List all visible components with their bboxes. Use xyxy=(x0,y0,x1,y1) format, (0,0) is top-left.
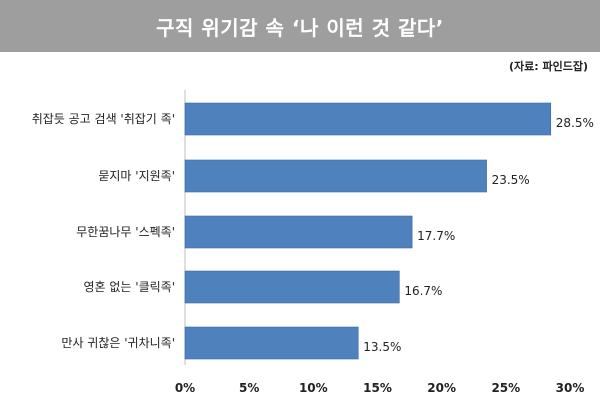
bar xyxy=(184,102,552,136)
x-tick-label: 20% xyxy=(427,381,456,395)
category-label: 취잡듯 공고 검색 '취잡기 족' xyxy=(32,112,175,126)
x-tick-label: 5% xyxy=(239,381,259,395)
x-tick-label: 10% xyxy=(299,381,328,395)
category-label: 만사 귀찮은 '귀차니족' xyxy=(61,336,175,350)
chart-labels: 취잡듯 공고 검색 '취잡기 족' 28.5% 묻지마 '지원족' 23.5% 무한꿈나… xyxy=(32,112,594,354)
category-label: 무한꿈나무 '스펙족' xyxy=(76,225,175,239)
x-tick-label: 15% xyxy=(363,381,392,395)
chart-axes: 0% 5% 10% 15% 20% 25% 30% xyxy=(175,90,585,395)
bar xyxy=(184,215,413,249)
bar xyxy=(184,326,359,360)
value-label: 17.7% xyxy=(417,229,455,243)
value-label: 23.5% xyxy=(492,173,530,187)
category-label: 묻지마 '지원족' xyxy=(98,169,175,183)
x-tick-label: 0% xyxy=(175,381,195,395)
value-label: 28.5% xyxy=(556,116,594,130)
bar xyxy=(184,270,400,304)
bar xyxy=(184,159,487,193)
x-tick-label: 30% xyxy=(556,381,585,395)
category-label: 영혼 없는 '클릭족' xyxy=(83,280,175,294)
title-bar: 구직 위기감 속 ‘나 이런 것 같다’ xyxy=(0,0,600,52)
value-label: 16.7% xyxy=(404,284,442,298)
chart-title: 구직 위기감 속 ‘나 이런 것 같다’ xyxy=(156,15,444,40)
chart-bars xyxy=(184,102,552,360)
value-label: 13.5% xyxy=(363,340,401,354)
source-note: (자료: 파인드잡) xyxy=(508,60,588,73)
x-tick-label: 25% xyxy=(491,381,520,395)
